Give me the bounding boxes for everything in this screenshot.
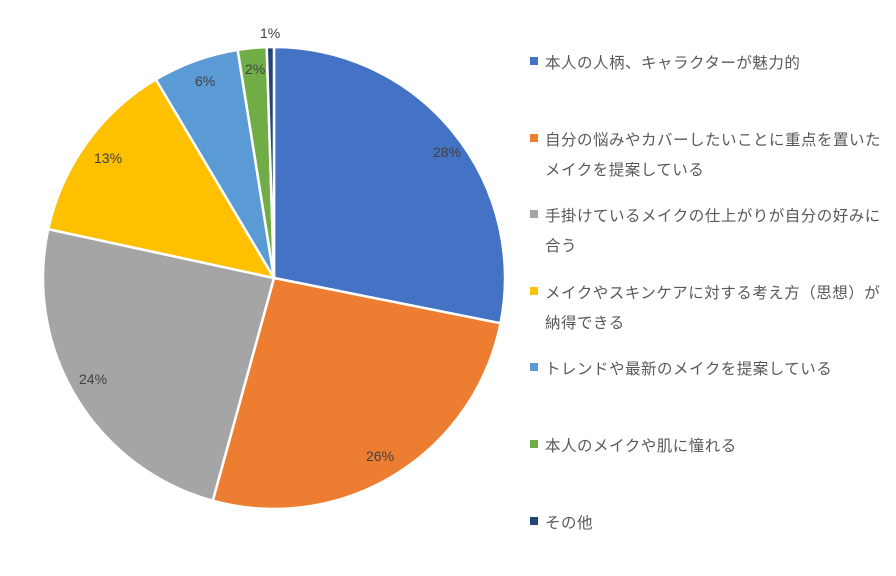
pie-slice-0	[272, 45, 507, 325]
legend-item: 手掛けているメイクの仕上がりが自分の好みに合う	[530, 201, 885, 261]
legend-label: その他	[545, 514, 594, 532]
legend-swatch	[530, 517, 538, 525]
data-label-5: 2%	[245, 61, 265, 77]
pie-slice-6	[265, 45, 276, 279]
legend-swatch	[530, 210, 538, 218]
legend-label: 手掛けているメイクの仕上がりが自分の好みに合う	[545, 207, 881, 255]
legend-item: その他	[530, 508, 885, 538]
legend-swatch	[530, 363, 538, 371]
data-label-0: 28%	[433, 144, 461, 160]
legend-item: 本人のメイクや肌に憧れる	[530, 431, 885, 461]
data-label-1: 26%	[366, 448, 394, 464]
legend-swatch	[530, 440, 538, 448]
legend-item: メイクやスキンケアに対する考え方（思想）が納得できる	[530, 278, 885, 338]
legend-label: トレンドや最新のメイクを提案している	[545, 360, 833, 378]
legend-label: 自分の悩みやカバーしたいことに重点を置いたメイクを提案している	[545, 131, 882, 179]
legend-swatch	[530, 134, 538, 142]
legend-item: 自分の悩みやカバーしたいことに重点を置いたメイクを提案している	[530, 125, 885, 185]
pie-slice-3	[46, 77, 277, 280]
data-label-6: 1%	[260, 25, 280, 41]
legend-item: 本人の人柄、キャラクターが魅力的	[530, 48, 885, 78]
pie-slice-2	[41, 227, 276, 503]
legend-item: トレンドや最新のメイクを提案している	[530, 354, 885, 384]
pie-slice-1	[211, 276, 502, 511]
legend-label: 本人のメイクや肌に憧れる	[545, 437, 737, 455]
data-label-3: 13%	[94, 150, 122, 166]
data-label-2: 24%	[79, 371, 107, 387]
legend-swatch	[530, 287, 538, 295]
legend-label: 本人の人柄、キャラクターが魅力的	[545, 54, 801, 72]
legend-swatch	[530, 57, 538, 65]
data-label-4: 6%	[195, 73, 215, 89]
legend-label: メイクやスキンケアに対する考え方（思想）が納得できる	[545, 284, 881, 332]
